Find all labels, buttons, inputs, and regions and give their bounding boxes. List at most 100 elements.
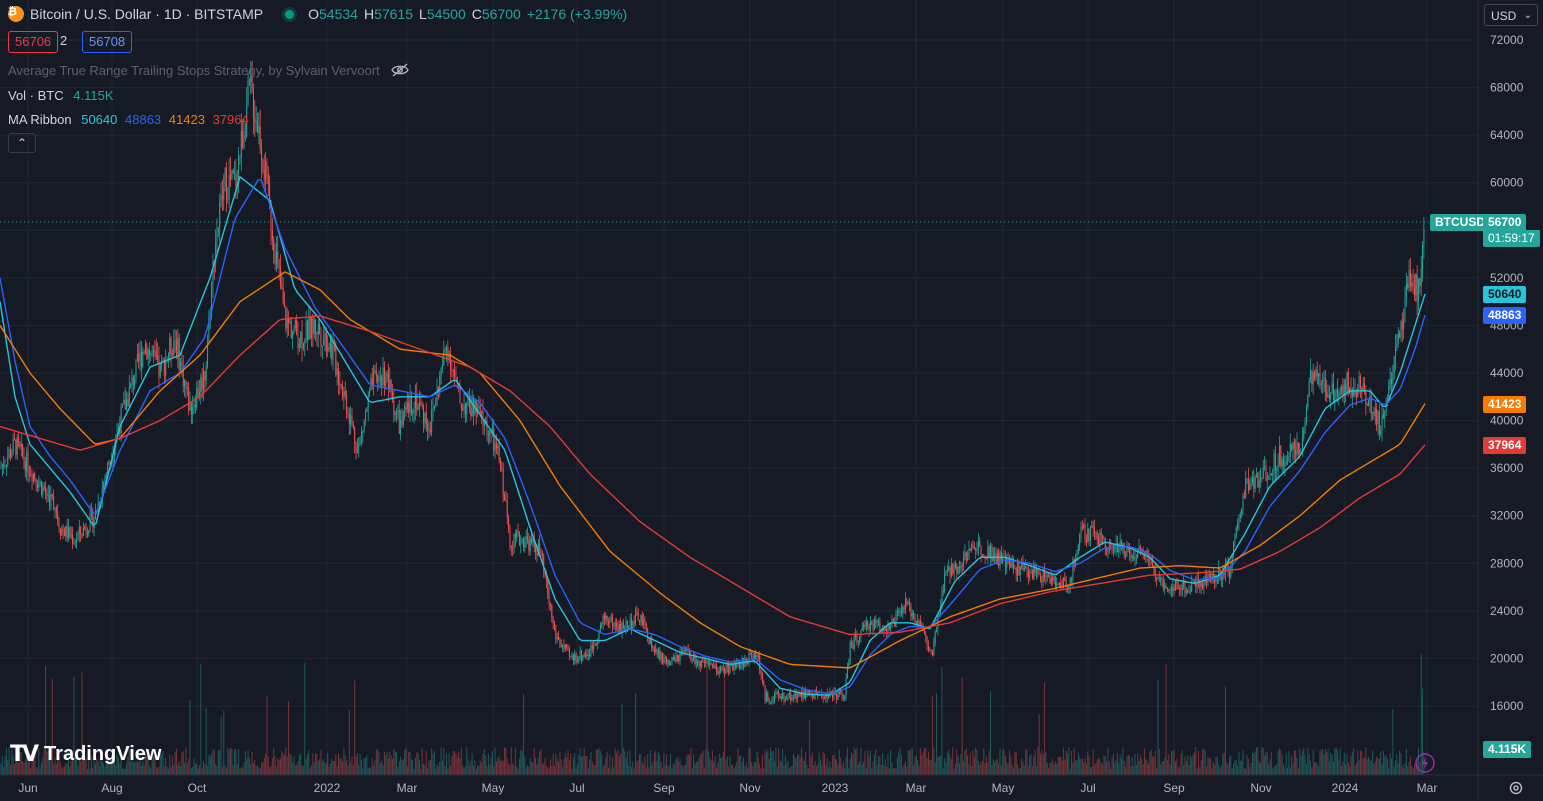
volume-bar [219,750,221,775]
volume-bar [1219,767,1221,775]
volume-bar [36,768,38,775]
symbol-header[interactable]: ₿ Bitcoin / U.S. Dollar · 1D · BITSTAMP … [8,6,633,22]
volume-bar [783,765,785,775]
volume-bar [165,757,167,775]
candle-body [1071,578,1073,580]
candle-body [541,553,543,557]
volume-bar [780,761,782,775]
volume-bar [266,695,268,775]
candle-body [504,495,506,501]
eye-off-icon[interactable] [391,63,410,80]
symbol-title[interactable]: Bitcoin / U.S. Dollar · 1D · BITSTAMP [30,6,264,22]
candle-body [371,378,373,386]
volume-bar [244,751,246,775]
candle-body [1200,582,1202,588]
volume-bar [610,768,612,775]
volume-bar [444,766,446,775]
candle-body [51,494,53,497]
x-tick-label: Sep [653,781,675,795]
volume-bar [450,765,452,775]
candle-body [670,663,672,666]
candle-body [1269,473,1271,479]
volume-bar [400,756,402,775]
tradingview-logo[interactable]: TV TradingView [10,742,162,767]
volume-bar [185,748,187,775]
candle-body [643,619,645,625]
volume-bar [250,763,252,775]
candle-body [274,250,276,265]
volume-bar [1374,761,1376,775]
volume-bar [288,701,290,775]
candle-body [1018,562,1020,576]
x-tick-label: Jul [569,781,584,795]
candle-body [1107,550,1109,552]
sell-price-button[interactable]: 56706 [8,31,59,53]
volume-bar [28,754,30,775]
volume-bar [846,748,848,775]
candle-body [270,200,272,231]
candle-body [525,536,527,543]
volume-bar [1050,762,1052,775]
volume-bar [703,767,705,775]
candle-body [1044,567,1046,578]
candle-body [539,543,541,551]
candle-body [279,268,281,286]
candle-body [824,698,825,700]
volume-bar [1006,762,1008,775]
volume-bar [377,748,379,775]
volume-bar [990,691,992,775]
volume-bar [1003,750,1005,775]
volume-bar [720,757,722,775]
x-tick-label: Jul [1080,781,1095,795]
candle-body [617,625,619,633]
gear-icon[interactable] [1508,780,1524,801]
strategy-legend[interactable]: Average True Range Trailing Stops Strate… [8,63,410,80]
volume-bar [439,761,441,775]
volume-bar [1110,768,1112,775]
buy-price-button[interactable]: 56708 [82,31,133,53]
candle-body [88,530,90,535]
candle-body [533,538,535,547]
candle-body [869,621,871,630]
volume-bar [630,767,632,775]
volume-bar [903,764,905,775]
volume-bar [1311,767,1313,775]
candle-body [1208,574,1210,576]
x-tick-label: 2022 [314,781,341,795]
candle-body [655,648,657,652]
volume-bar [763,768,765,775]
volume-bar [242,767,244,775]
y-tick-label: 68000 [1490,81,1524,95]
volume-bar [1085,763,1087,775]
volume-bar [699,754,701,775]
candle-body [721,667,723,670]
volume-bar [726,756,728,775]
volume-legend[interactable]: Vol · BTC 4.115K [8,88,114,103]
volume-bar [387,758,389,775]
volume-bar [1149,751,1151,775]
ma-ribbon-legend[interactable]: MA Ribbon 50640 48863 41423 37964 [8,112,249,127]
volume-bar [1114,762,1116,775]
volume-bar [576,764,578,775]
ma-line-1 [0,175,1426,696]
candle-body [505,500,507,502]
candle-body [757,655,759,657]
candle-body [1087,528,1089,543]
volume-bar [710,760,712,775]
collapse-legend-button[interactable]: ⌃ [8,133,36,153]
candle-body [359,437,361,444]
volume-bar [212,749,214,775]
candle-body [286,318,288,329]
volume-bar [270,766,272,775]
volume-bar [274,756,276,775]
volume-bar [1304,754,1306,775]
volume-bar [1233,763,1235,775]
volume-bar [1026,749,1028,775]
lightning-icon[interactable] [1414,752,1436,779]
y-tick-label: 32000 [1490,509,1524,523]
candle-body [938,613,940,615]
currency-selector[interactable]: USD ⌄ [1484,4,1538,26]
volume-bar [348,709,350,775]
candle-body [1256,474,1257,478]
